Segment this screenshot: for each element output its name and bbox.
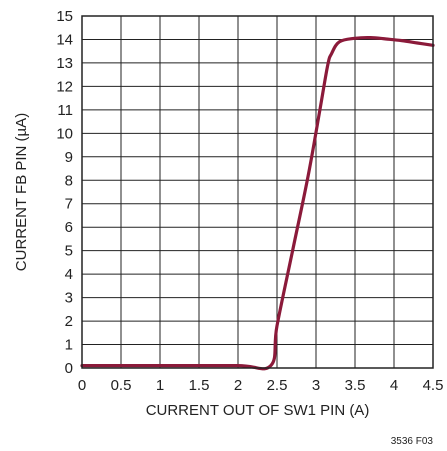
y-tick-label: 1	[65, 337, 73, 354]
x-tick-label: 4	[390, 377, 398, 394]
y-tick-label: 0	[65, 360, 73, 377]
x-tick-label: 2	[234, 377, 242, 394]
figure-note: 3536 F03	[391, 436, 434, 447]
y-tick-label: 2	[65, 313, 73, 330]
x-tick-label: 2.5	[267, 377, 288, 394]
y-tick-label: 8	[65, 172, 73, 189]
y-tick-label: 10	[56, 125, 73, 142]
y-tick-label: 11	[57, 102, 73, 119]
x-axis-title: CURRENT OUT OF SW1 PIN (A)	[146, 402, 370, 419]
x-tick-label: 0	[78, 377, 86, 394]
series-layer	[80, 35, 435, 371]
x-tick-label: 3	[312, 377, 320, 394]
y-tick-label: 9	[65, 149, 73, 166]
series-line-0	[80, 35, 435, 371]
x-tick-label: 1	[156, 377, 164, 394]
y-tick-label: 7	[65, 196, 73, 213]
y-axis-title: CURRENT FB PIN (µA)	[13, 113, 30, 271]
x-tick-label: 4.5	[423, 377, 444, 394]
grid	[82, 16, 433, 368]
x-tick-label: 3.5	[345, 377, 366, 394]
y-tick-label: 13	[56, 55, 73, 72]
x-tick-label: 0.5	[111, 377, 132, 394]
y-tick-label: 3	[65, 290, 73, 307]
x-axis-ticks: 0 0.5 1 1.5 2 2.5 3 3.5 4 4.5	[78, 377, 444, 394]
y-tick-label: 4	[65, 266, 73, 283]
y-tick-label: 14	[56, 31, 73, 48]
plot-area-frame	[81, 15, 434, 369]
y-tick-label: 5	[65, 243, 73, 260]
y-tick-label: 6	[65, 219, 73, 236]
y-tick-label: 12	[56, 78, 73, 95]
y-tick-label: 15	[56, 8, 73, 25]
x-tick-label: 1.5	[189, 377, 210, 394]
